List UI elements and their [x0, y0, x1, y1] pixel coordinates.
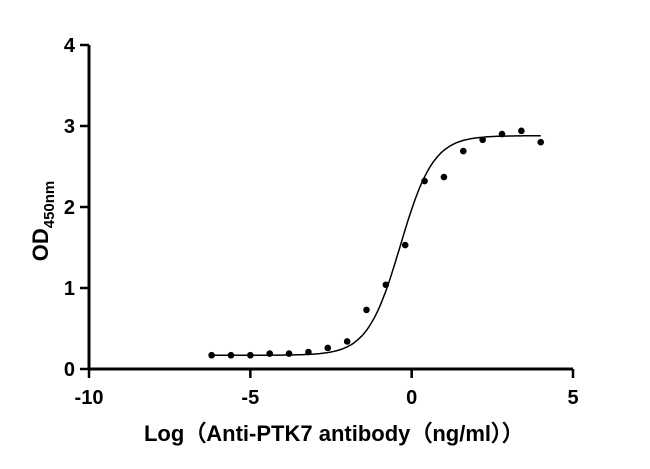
svg-text:0: 0 [64, 359, 75, 381]
y-label-main: OD [28, 228, 53, 261]
svg-text:1: 1 [64, 278, 75, 300]
fit-curve [211, 135, 541, 356]
data-point [537, 138, 545, 146]
svg-text:5: 5 [567, 387, 578, 409]
data-point [459, 147, 467, 155]
svg-text:2: 2 [64, 197, 75, 219]
svg-text:4: 4 [64, 35, 76, 57]
data-point [440, 173, 448, 181]
svg-text:OD450nm: OD450nm [28, 181, 58, 262]
y-axis-label: OD450nm [28, 181, 58, 262]
data-points [208, 127, 545, 359]
x-axis-label: Log（Anti-PTK7 antibody（ng/ml）） [144, 421, 524, 446]
data-point [266, 350, 273, 357]
svg-text:3: 3 [64, 116, 75, 138]
svg-text:-5: -5 [241, 387, 259, 409]
data-point [324, 344, 332, 352]
data-point [285, 350, 293, 357]
y-label-sub: 450nm [41, 181, 58, 229]
data-point [401, 241, 409, 249]
svg-text:0: 0 [406, 387, 417, 409]
data-point [305, 348, 312, 356]
data-point [208, 351, 215, 359]
svg-text:-10: -10 [75, 387, 104, 409]
data-point [382, 281, 390, 289]
data-point [247, 351, 254, 359]
data-point [227, 351, 235, 359]
tick-labels: -10 -5 0 5 0 1 2 3 4 [64, 35, 579, 409]
data-point [479, 136, 486, 144]
data-point [421, 177, 428, 185]
data-point [363, 306, 370, 314]
data-point [498, 130, 506, 138]
axes [80, 43, 575, 378]
data-point [343, 338, 351, 345]
data-point [518, 127, 525, 135]
